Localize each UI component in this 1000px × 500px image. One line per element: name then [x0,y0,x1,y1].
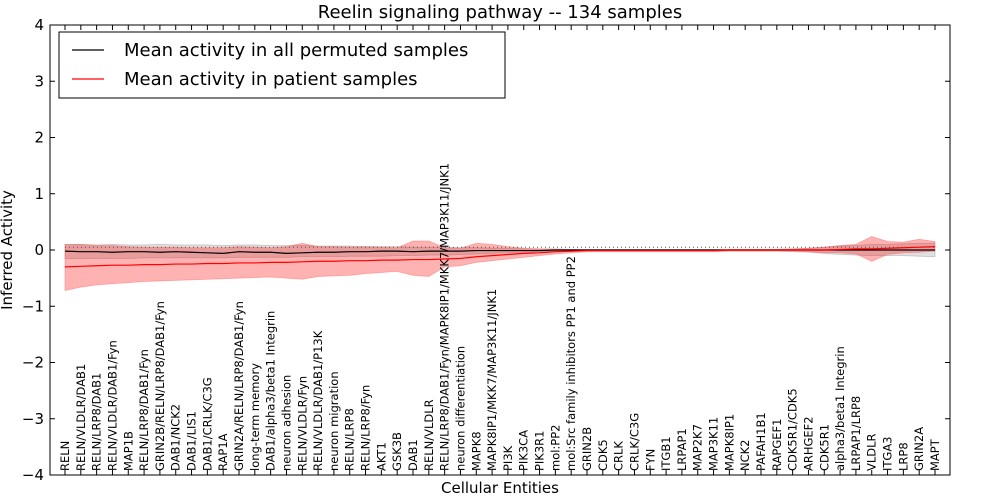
x-tick-label: MAP3K11 [707,417,721,471]
x-tick-label: DAB1 [406,439,420,471]
x-tick-label: long-term memory [248,363,262,471]
y-tick-label: 1 [34,185,44,203]
x-tick-label: RAPGEF1 [770,419,784,471]
x-tick-label: mol:PP2 [548,425,562,472]
x-tick-label: mol:Src family inhibitors PP1 and PP2 [564,256,578,471]
x-tick-label: RELN/VLDLR/DAB1 [74,364,88,471]
x-tick-label: RELN/LRP8/DAB1 [90,373,104,471]
x-tick-label: RELN/VLDLR [422,399,436,471]
x-tick-label: ITGB1 [659,436,673,471]
x-tick-label: MAPT [928,438,942,471]
y-tick-label: 3 [34,72,44,90]
x-tick-label: GRIN2B/RELN/LRP8/DAB1/Fyn [153,301,167,471]
x-tick-label: DAB1/NCK2 [169,404,183,471]
legend-label-1: Mean activity in patient samples [124,69,418,90]
x-tick-label: GSK3B [390,432,404,471]
x-tick-label: GRIN2A [912,427,926,471]
y-tick-label: 4 [34,16,44,34]
y-tick-label: −3 [22,410,44,428]
x-tick-label: LRP8 [896,442,910,471]
x-tick-label: DAB1/CRLK/C3G [200,377,214,471]
x-tick-label: PIK3R1 [533,431,547,472]
legend: Mean activity in all permuted samples Mea… [58,31,506,99]
x-tick-label: CRLK/C3G [627,413,641,471]
x-tick-label: VLDLR [865,433,879,471]
plot-area [64,236,936,291]
x-tick-label: RELN/LRP8/DAB1/Fyn [137,349,151,471]
x-tick-label: RELN/VLDLR/DAB1/Fyn [105,340,119,471]
x-tick-label: RELN/LRP8/DAB1/Fyn/MAPK8IP1/MKK7/MAP3K11… [438,163,452,471]
x-tick-label: alpha3/beta1 Integrin [833,346,847,471]
x-tick-label: ITGA3 [881,436,895,471]
y-tick-label: −4 [22,466,44,484]
y-axis-label: Inferred Activity [0,190,16,310]
x-tick-label: neuron migration [327,371,341,471]
chart-title: Reelin signaling pathway -- 134 samples [318,2,682,23]
x-tick-label: CDK5R1 [817,424,831,471]
legend-label-0: Mean activity in all permuted samples [124,40,468,61]
x-tick-label: MAP1B [121,431,135,471]
x-tick-label: CRLK [612,441,626,471]
y-tick-label: −2 [22,354,44,372]
x-tick-label: MAP2K7 [691,424,705,471]
x-tick-label: RELN [58,441,72,471]
x-tick-label: PIK3CA [517,430,531,471]
x-tick-label: CDK5R1/CDK5 [786,388,800,471]
x-tick-label: DAB1/alpha3/beta1 Integrin [264,311,278,471]
x-tick-label: MAPK8IP1 [722,414,736,471]
x-tick-label: ARHGEF2 [801,416,815,471]
y-tick-label: −1 [22,297,44,315]
x-tick-label: NCK2 [738,440,752,472]
x-tick-label: LRPAP1 [675,428,689,471]
x-tick-label: MAPK8 [469,431,483,471]
x-tick-label: PI3K [501,445,515,471]
y-tick-label: 2 [34,129,44,147]
x-tick-label: RELN/VLDLR/Fyn [295,376,309,471]
x-tick-label: MAPK8IP1/MKK7/MAP3K11/JNK1 [485,289,499,471]
x-tick-label: GRIN2A/RELN/LRP8/DAB1/Fyn [232,301,246,471]
series-line-1 [64,246,936,268]
x-tick-label: RAP1A [216,433,230,471]
y-tick-label: 0 [34,241,44,259]
x-tick-label: DAB1/LIS1 [185,411,199,471]
x-tick-label: PAFAH1B1 [754,412,768,471]
x-axis-label: Cellular Entities [441,479,559,497]
x-tick-label: FYN [643,449,657,471]
x-tick-label: RELN/LRP8/Fyn [359,385,373,471]
x-tick-label: GRIN2B [580,427,594,471]
legend-box [58,31,506,99]
x-tick-label: neuron adhesion [279,375,293,471]
x-tick-label: neuron differentiation [453,346,467,471]
x-tick-label: RELN/VLDLR/DAB1/P13K [311,330,325,471]
x-tick-label: CDK5 [596,439,610,471]
x-tick-label: AKT1 [374,442,388,471]
x-tick-label: RELN/LRP8 [343,408,357,471]
x-tick-label: LRPAP1/LRP8 [849,396,863,471]
